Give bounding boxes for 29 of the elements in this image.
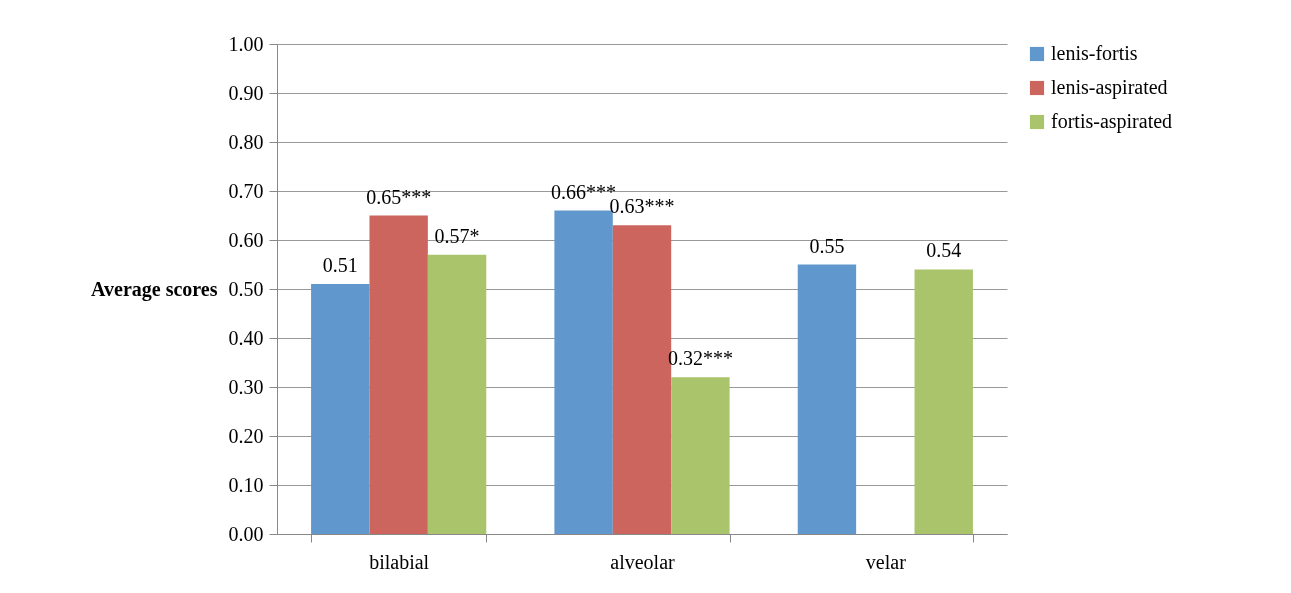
bar bbox=[914, 269, 973, 534]
bar bbox=[369, 215, 428, 534]
y-tick-label: 0.80 bbox=[228, 130, 264, 153]
y-tick-label: 0.20 bbox=[228, 424, 264, 447]
x-tick-label: velar bbox=[865, 550, 907, 573]
data-label: 0.51 bbox=[322, 254, 358, 277]
legend-label: lenis-aspirated bbox=[1051, 76, 1168, 99]
data-label: 0.57* bbox=[434, 224, 480, 247]
y-axis-title: Average scores bbox=[91, 277, 218, 301]
legend-label: lenis-fortis bbox=[1051, 42, 1138, 64]
y-tick-label: 0.70 bbox=[228, 179, 264, 202]
x-tick-label: alveolar bbox=[610, 550, 676, 573]
data-label: 0.55 bbox=[809, 234, 845, 257]
legend-label: fortis-aspirated bbox=[1051, 110, 1173, 133]
y-tick-label: 0.10 bbox=[228, 473, 264, 496]
data-label: 0.54 bbox=[926, 239, 962, 262]
bar bbox=[311, 284, 370, 534]
data-label: 0.65*** bbox=[366, 185, 432, 208]
y-tick-label: 0.60 bbox=[228, 228, 264, 251]
bar bbox=[427, 254, 487, 534]
y-tick-label: 0.40 bbox=[228, 326, 264, 349]
y-tick-label: 0.00 bbox=[228, 522, 264, 545]
y-tick-label: 1.00 bbox=[228, 32, 264, 55]
x-tick-label: bilabial bbox=[369, 550, 430, 573]
y-tick-label: 0.30 bbox=[228, 375, 264, 398]
y-tick-label: 0.90 bbox=[228, 81, 264, 104]
y-tick-label: 0.50 bbox=[228, 277, 264, 300]
bar bbox=[797, 264, 857, 534]
bar bbox=[671, 377, 730, 534]
